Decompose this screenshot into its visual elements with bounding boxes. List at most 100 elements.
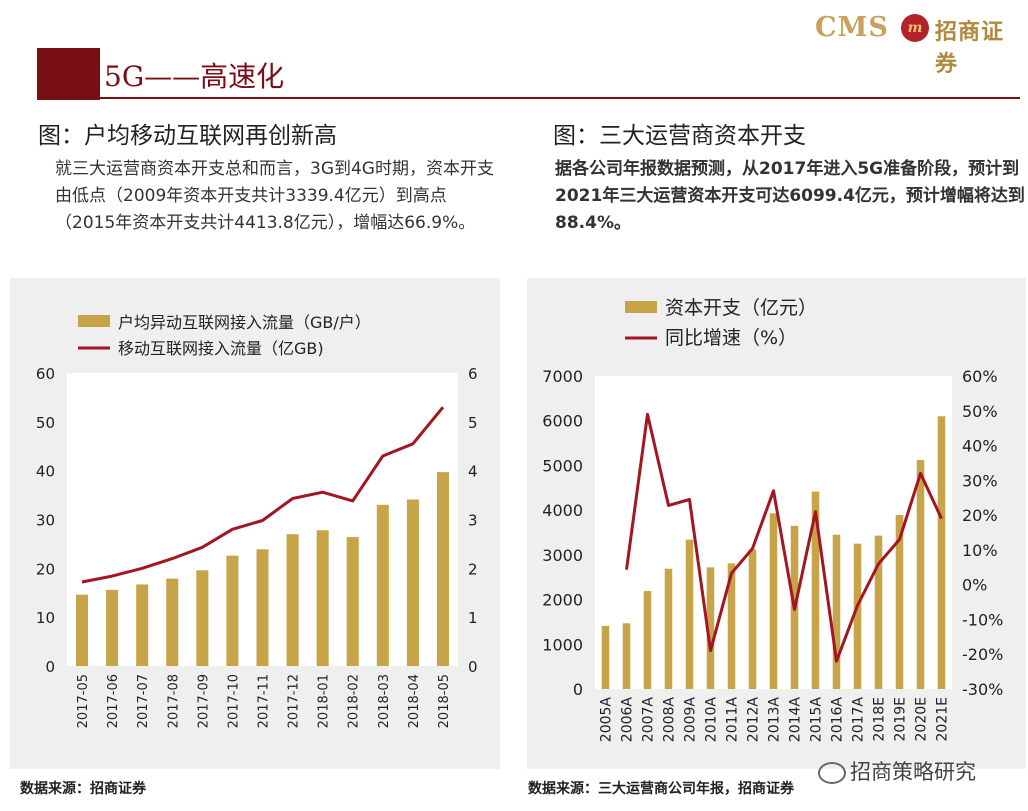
right-x-tick-label: 2020E	[914, 697, 930, 741]
left-legend-line-label: 移动互联网接入流量（亿GB)	[118, 339, 324, 358]
left-y-tick-label: 0	[45, 658, 55, 676]
right-y-tick-label: 4000	[542, 501, 583, 520]
left-y2-tick-label: 5	[468, 414, 478, 432]
left-source-note: 数据来源：招商证券	[20, 781, 146, 797]
left-y2-tick-label: 6	[468, 365, 478, 383]
left-figure-title: 图：户均移动互联网再创新高	[38, 123, 337, 149]
logo-mark-icon: m	[901, 14, 929, 42]
left-y-tick-label: 60	[36, 365, 55, 383]
logo-cms-text: CMS	[815, 12, 889, 43]
left-y2-tick-label: 4	[468, 463, 478, 481]
right-y-tick-label: 0	[573, 680, 583, 699]
left-bar	[256, 549, 269, 666]
right-source-note: 数据来源：三大运营商公司年报，招商证券	[528, 781, 794, 797]
right-x-tick-label: 2009A	[683, 697, 699, 743]
capex-chart: 0 1000 2000 3000 4000 5000 6000 7000 -30% -20% -10…	[542, 297, 1003, 743]
left-x-tick-label: 2017-06	[106, 674, 121, 728]
header-divider	[100, 97, 1020, 99]
right-y2-tick-label: 0%	[962, 576, 987, 595]
right-bar	[853, 543, 862, 689]
right-bar	[811, 491, 820, 689]
right-y-tick-label: 6000	[542, 412, 583, 431]
right-x-tick-label: 2021E	[935, 697, 951, 741]
right-x-tick-label: 2019E	[893, 697, 909, 741]
left-bar	[376, 504, 389, 666]
left-bar	[406, 499, 419, 666]
left-x-tick-label: 2018-04	[407, 674, 422, 728]
left-x-tick-label: 2017-05	[76, 674, 91, 728]
left-y-tick-label: 20	[36, 560, 55, 578]
right-bar	[916, 460, 925, 689]
right-y-tick-label: 2000	[542, 591, 583, 610]
right-y2-tick-label: -10%	[962, 610, 1003, 629]
page-title: 5G——高速化	[104, 60, 285, 93]
right-bar	[601, 625, 610, 689]
left-bar	[226, 555, 239, 666]
right-x-tick-label: 2005A	[599, 697, 615, 743]
right-y2-tick-label: -30%	[962, 680, 1003, 699]
right-y2-tick-label: 50%	[962, 402, 998, 421]
watermark-text: 招商策略研究	[850, 760, 976, 784]
right-bar	[643, 591, 652, 689]
right-y2-tick-label: -20%	[962, 645, 1003, 664]
right-bar	[622, 623, 631, 689]
right-x-tick-label: 2006A	[620, 697, 636, 743]
left-y2-tick-label: 3	[468, 512, 478, 530]
right-bar	[832, 534, 841, 689]
left-bar	[286, 534, 299, 666]
right-bar	[769, 513, 778, 689]
right-bar	[727, 563, 736, 689]
right-bar	[706, 567, 715, 689]
left-legend-bar-swatch	[78, 315, 110, 327]
right-bar	[685, 539, 694, 689]
left-bar	[436, 472, 449, 666]
right-bar	[874, 535, 883, 689]
left-bar	[346, 537, 359, 666]
right-x-tick-label: 2016A	[830, 697, 846, 743]
header-accent-block	[37, 48, 100, 100]
left-y-tick-label: 10	[36, 609, 55, 627]
left-legend-bar-label: 户均异动互联网接入流量（GB/户）	[118, 313, 371, 332]
right-x-tick-label: 2012A	[746, 697, 762, 743]
traffic-chart: 0 10 20 30 40 50 60 0 1 2 3 4 5 6 2017-05 2017-06 2017-0…	[36, 313, 478, 728]
right-y-tick-label: 3000	[542, 546, 583, 565]
left-y-tick-label: 50	[36, 414, 55, 432]
left-bar	[76, 594, 89, 666]
left-paragraph: 就三大运营商资本开支总和而言，3G到4G时期，资本开支由低点（2009年资本开支…	[55, 159, 494, 233]
left-x-tick-label: 2018-01	[317, 674, 332, 728]
right-y2-tick-label: 20%	[962, 506, 998, 525]
right-bar	[748, 549, 757, 689]
right-chart-panel: 0 1000 2000 3000 4000 5000 6000 7000 -30% -20% -10…	[527, 278, 1026, 769]
left-y2-tick-label: 0	[468, 658, 478, 676]
left-y2-tick-label: 1	[468, 609, 478, 627]
right-x-tick-label: 2015A	[809, 697, 825, 743]
left-x-tick-label: 2018-03	[377, 674, 392, 728]
right-bar	[664, 568, 673, 689]
left-y2-tick-label: 2	[468, 560, 478, 578]
logo-company-name: 招商证券	[935, 20, 1005, 77]
right-x-tick-label: 2013A	[767, 697, 783, 743]
left-x-tick-label: 2017-12	[287, 674, 302, 728]
right-y2-tick-label: 60%	[962, 367, 998, 386]
left-x-tick-label: 2017-09	[196, 674, 211, 728]
right-legend-bar-label: 资本开支（亿元）	[665, 297, 817, 319]
left-y-tick-label: 30	[36, 512, 55, 530]
right-y2-tick-label: 30%	[962, 471, 998, 490]
left-bar	[196, 570, 209, 666]
left-x-tick-label: 2017-11	[257, 674, 272, 728]
left-bar	[166, 578, 179, 666]
right-x-tick-label: 2008A	[662, 697, 678, 743]
right-x-tick-label: 2018E	[872, 697, 888, 741]
right-legend-bar-swatch	[625, 301, 657, 313]
left-x-tick-label: 2017-10	[226, 674, 241, 728]
wechat-icon	[818, 762, 846, 784]
left-x-tick-label: 2017-08	[166, 674, 181, 728]
right-y-tick-label: 1000	[542, 635, 583, 654]
right-x-tick-label: 2011A	[725, 697, 741, 743]
right-x-tick-label: 2010A	[704, 697, 720, 743]
right-figure-title: 图：三大运营商资本开支	[553, 123, 806, 149]
left-bar	[316, 530, 329, 666]
right-bar	[937, 416, 946, 689]
left-series-line	[81, 406, 445, 584]
left-bar	[136, 584, 149, 666]
